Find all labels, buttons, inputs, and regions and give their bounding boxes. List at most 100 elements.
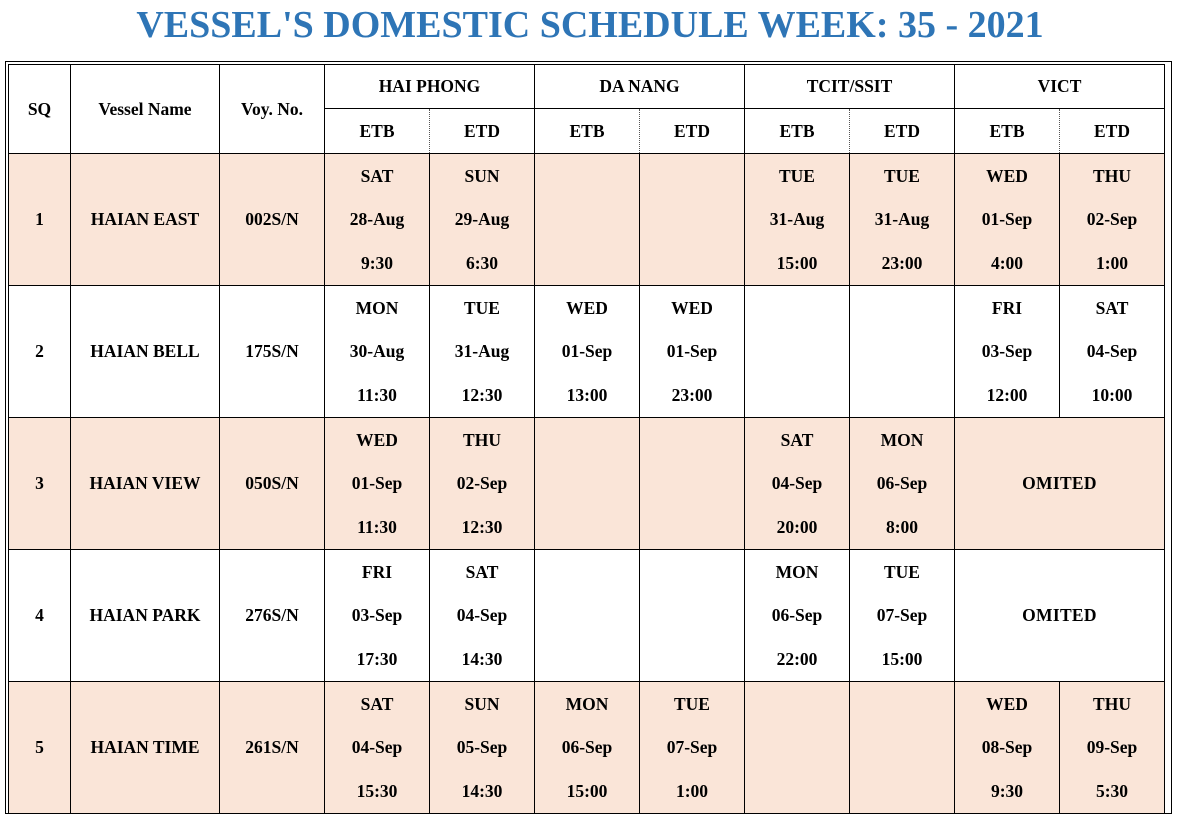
date bbox=[640, 198, 744, 241]
vict-etb-cell: FRI 03-Sep 12:00 bbox=[954, 285, 1060, 418]
day: SUN bbox=[464, 166, 500, 186]
time: 5:30 bbox=[1095, 781, 1129, 801]
hai-phong-etb-cell: SAT 28-Aug 9:30 bbox=[324, 153, 430, 286]
time: 20:00 bbox=[776, 517, 818, 537]
day: WED bbox=[986, 166, 1028, 186]
day: SAT bbox=[360, 166, 394, 186]
day: TUE bbox=[779, 166, 815, 186]
day bbox=[535, 418, 639, 462]
port-header-vict: VICT bbox=[954, 64, 1165, 109]
voy-no-cell: 276S/N bbox=[219, 549, 325, 682]
day: TUE bbox=[674, 694, 710, 714]
port-header-da-nang: DA NANG bbox=[534, 64, 745, 109]
sq-cell: 1 bbox=[8, 153, 71, 286]
time: 12:30 bbox=[461, 517, 503, 537]
date: 28-Aug bbox=[349, 209, 405, 229]
schedule-table: SQ Vessel Name Voy. No. HAI PHONG DA NAN… bbox=[8, 64, 1165, 814]
vict-etb-cell: WED 01-Sep 4:00 bbox=[954, 153, 1060, 286]
date: 07-Sep bbox=[876, 605, 928, 625]
time: 13:00 bbox=[566, 385, 608, 405]
da-nang-etb-cell: WED 01-Sep 13:00 bbox=[534, 285, 640, 418]
table-frame bbox=[5, 61, 1172, 814]
date: 01-Sep bbox=[981, 209, 1033, 229]
time: 23:00 bbox=[671, 385, 713, 405]
day bbox=[640, 154, 744, 198]
date: 31-Aug bbox=[454, 341, 510, 361]
da-nang-etb-cell bbox=[534, 153, 640, 286]
date bbox=[535, 198, 639, 241]
date: 08-Sep bbox=[981, 737, 1033, 757]
tcit-ssit-etd-cell: TUE 31-Aug 23:00 bbox=[849, 153, 955, 286]
time: 22:00 bbox=[776, 649, 818, 669]
date: 02-Sep bbox=[1086, 209, 1138, 229]
date: 03-Sep bbox=[981, 341, 1033, 361]
date bbox=[640, 594, 744, 637]
date: 07-Sep bbox=[666, 737, 718, 757]
day: WED bbox=[356, 430, 398, 450]
col-header-da-nang-etd: ETD bbox=[639, 108, 745, 154]
da-nang-etd-cell bbox=[639, 417, 745, 550]
time bbox=[850, 373, 954, 417]
da-nang-etb-cell bbox=[534, 417, 640, 550]
col-header-vict-etb: ETB bbox=[954, 108, 1060, 154]
time: 1:00 bbox=[675, 781, 709, 801]
time: 8:00 bbox=[885, 517, 919, 537]
day: TUE bbox=[884, 166, 920, 186]
date bbox=[640, 462, 744, 505]
port-header-hai-phong: HAI PHONG bbox=[324, 64, 535, 109]
page-title: VESSEL'S DOMESTIC SCHEDULE WEEK: 35 - 20… bbox=[136, 4, 1044, 46]
date: 31-Aug bbox=[874, 209, 930, 229]
col-header-da-nang-etb: ETB bbox=[534, 108, 640, 154]
da-nang-etd-cell: WED 01-Sep 23:00 bbox=[639, 285, 745, 418]
table-row: 5 HAIAN TIME 261S/N SAT 04-Sep 15:30 SUN 05… bbox=[8, 681, 1165, 814]
voy-no-cell: 002S/N bbox=[219, 153, 325, 286]
tcit-ssit-etb-cell bbox=[744, 285, 850, 418]
voy-no-cell: 261S/N bbox=[219, 681, 325, 814]
hai-phong-etd-cell: TUE 31-Aug 12:30 bbox=[429, 285, 535, 418]
day: MON bbox=[565, 694, 609, 714]
sq-cell: 3 bbox=[8, 417, 71, 550]
vessel-name-cell: HAIAN VIEW bbox=[70, 417, 220, 550]
date: 04-Sep bbox=[351, 737, 403, 757]
day: FRI bbox=[361, 562, 393, 582]
date bbox=[745, 330, 849, 373]
time: 15:30 bbox=[356, 781, 398, 801]
hai-phong-etd-cell: THU 02-Sep 12:30 bbox=[429, 417, 535, 550]
hai-phong-etb-cell: FRI 03-Sep 17:30 bbox=[324, 549, 430, 682]
da-nang-etb-cell: MON 06-Sep 15:00 bbox=[534, 681, 640, 814]
time bbox=[535, 505, 639, 549]
date bbox=[850, 330, 954, 373]
date: 04-Sep bbox=[771, 473, 823, 493]
port-header-tcit-ssit: TCIT/SSIT bbox=[744, 64, 955, 109]
day bbox=[850, 682, 954, 726]
table-row: 1 HAIAN EAST 002S/N SAT 28-Aug 9:30 SUN 29-… bbox=[8, 153, 1165, 286]
time: 12:30 bbox=[461, 385, 503, 405]
time bbox=[850, 769, 954, 813]
da-nang-etd-cell bbox=[639, 549, 745, 682]
day bbox=[535, 550, 639, 594]
date bbox=[535, 462, 639, 505]
vict-etd-cell: THU 02-Sep 1:00 bbox=[1059, 153, 1165, 286]
date: 02-Sep bbox=[456, 473, 508, 493]
date: 06-Sep bbox=[561, 737, 613, 757]
col-header-tcit-ssit-etd: ETD bbox=[849, 108, 955, 154]
day bbox=[850, 286, 954, 330]
date: 06-Sep bbox=[771, 605, 823, 625]
day: WED bbox=[566, 298, 608, 318]
tcit-ssit-etd-cell bbox=[849, 285, 955, 418]
day: SAT bbox=[360, 694, 394, 714]
day: THU bbox=[1093, 166, 1131, 186]
time: 17:30 bbox=[356, 649, 398, 669]
col-header-hai-phong-etb: ETB bbox=[324, 108, 430, 154]
day: WED bbox=[671, 298, 713, 318]
day: MON bbox=[775, 562, 819, 582]
da-nang-etd-cell: TUE 07-Sep 1:00 bbox=[639, 681, 745, 814]
day: TUE bbox=[884, 562, 920, 582]
vessel-name-cell: HAIAN PARK bbox=[70, 549, 220, 682]
day bbox=[640, 418, 744, 462]
tcit-ssit-etb-cell: MON 06-Sep 22:00 bbox=[744, 549, 850, 682]
tcit-ssit-etd-cell: TUE 07-Sep 15:00 bbox=[849, 549, 955, 682]
table-row: 3 HAIAN VIEW 050S/N WED 01-Sep 11:30 THU 02… bbox=[8, 417, 1165, 550]
tcit-ssit-etd-cell: MON 06-Sep 8:00 bbox=[849, 417, 955, 550]
voy-no-cell: 050S/N bbox=[219, 417, 325, 550]
